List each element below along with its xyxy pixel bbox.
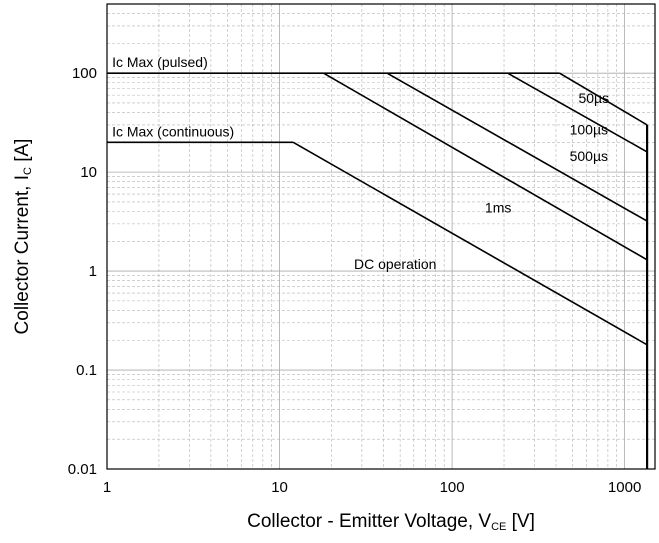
x-axis-title-subscript: CE bbox=[491, 521, 506, 533]
annotation-label: 50µs bbox=[578, 90, 609, 106]
plot-frame bbox=[106, 3, 656, 470]
tick-labels: 1 10 100 1000 0.01 0.1 1 10 100 bbox=[68, 65, 642, 496]
x-tick-label: 1 bbox=[103, 479, 111, 496]
y-tick-label: 100 bbox=[72, 65, 97, 82]
y-axis-title: Collector Current, IC [A] bbox=[12, 139, 34, 335]
annotation-label: 1ms bbox=[485, 200, 511, 216]
y-tick-label: 0.01 bbox=[68, 461, 97, 478]
y-tick-label: 1 bbox=[89, 263, 97, 280]
x-axis-title-unit: [V] bbox=[506, 511, 535, 532]
annotation-label: Ic Max (pulsed) bbox=[112, 54, 208, 70]
annotation-label: 500µs bbox=[570, 148, 608, 164]
y-tick-label: 10 bbox=[80, 164, 97, 181]
y-axis-title-subscript: C bbox=[22, 167, 34, 175]
y-axis-title-unit: [A] bbox=[12, 139, 33, 168]
series-lines bbox=[107, 72, 649, 469]
x-tick-label: 10 bbox=[271, 479, 288, 496]
series-100-s bbox=[507, 72, 648, 153]
series-500-s bbox=[386, 72, 648, 222]
annotation-label: Ic Max (continuous) bbox=[112, 123, 234, 139]
y-tick-label: 0.1 bbox=[76, 362, 97, 379]
series-1ms bbox=[323, 72, 648, 261]
y-axis-title-main: Collector Current, I bbox=[12, 175, 33, 334]
series-50-s bbox=[559, 72, 648, 126]
x-tick-label: 100 bbox=[440, 479, 465, 496]
x-axis-title-main: Collector - Emitter Voltage, V bbox=[247, 511, 491, 532]
annotation-label: 100µs bbox=[570, 122, 608, 138]
x-tick-label: 1000 bbox=[608, 479, 641, 496]
x-axis-title: Collector - Emitter Voltage, VCE [V] bbox=[247, 511, 535, 533]
annotation-label: DC operation bbox=[354, 256, 437, 272]
series-dc-operation bbox=[292, 141, 648, 346]
annotations: Ic Max (pulsed) Ic Max (continuous) 50µs 10… bbox=[112, 54, 609, 272]
